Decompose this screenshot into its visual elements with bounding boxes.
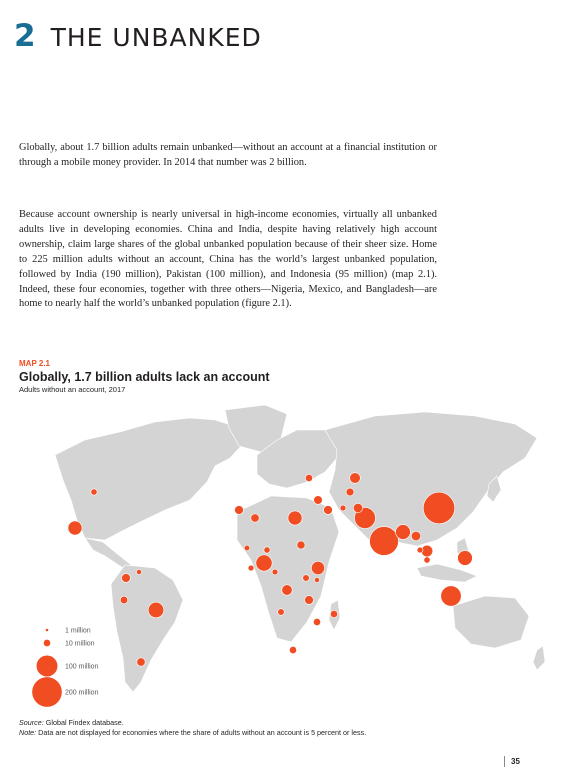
bubble-pakistan <box>354 507 376 529</box>
body-paragraph-1: Globally, about 1.7 billion adults remai… <box>19 142 437 168</box>
legend-label-100: 100 million <box>65 664 99 671</box>
bubble-congo-dem-rep- <box>281 584 293 596</box>
bubble-nigeria <box>255 554 273 572</box>
bubble-angola <box>277 608 285 616</box>
landmass-north-america <box>54 417 246 541</box>
landmass-south-america <box>110 564 184 693</box>
world-bubble-map: 1 million 10 million 100 million 200 millio… <box>32 404 546 707</box>
bubble-mali <box>243 544 251 552</box>
bubble-myanmar <box>410 531 421 542</box>
bubble-venezuela <box>136 569 142 575</box>
map-subtitle: Adults without an account, 2017 <box>19 385 126 394</box>
map-legend: 1 million 10 million 100 million 200 millio… <box>32 628 99 707</box>
bubble-thailand <box>416 546 424 554</box>
bubble-united-states <box>90 488 98 496</box>
chapter-title: THE UNBANKED <box>50 23 262 52</box>
source-note: Source: Global Findex database. Note: Da… <box>19 718 366 738</box>
bubble-iran <box>339 504 347 512</box>
bubble-ghana <box>247 564 255 572</box>
bubble-madagascar <box>330 610 338 618</box>
bubble-cameroon <box>271 568 279 576</box>
landmass-europe <box>256 429 342 489</box>
bubble-turkey <box>313 495 323 505</box>
bubble-iraq <box>323 505 333 515</box>
page-number: 35 <box>511 757 520 766</box>
bubble-brazil <box>147 601 165 619</box>
bubble-kenya <box>314 577 320 583</box>
bubble-russia <box>349 472 361 484</box>
body-paragraph-2: Because account ownership is nearly univ… <box>19 209 437 310</box>
bubble-tanzania <box>304 595 314 605</box>
bubble-colombia <box>121 573 131 583</box>
chapter-header: 2 THE UNBANKED <box>14 18 262 54</box>
bubble-sudan <box>296 540 306 550</box>
bubble-peru <box>119 595 129 605</box>
bubble-bangladesh <box>395 524 411 540</box>
bubble-niger <box>263 546 271 554</box>
bubble-mexico <box>67 520 83 536</box>
bubble-uzbekistan <box>345 487 355 497</box>
legend-bubble-10 <box>43 639 51 647</box>
bubble-south-africa <box>289 646 297 654</box>
bubble-mozambique <box>313 618 321 626</box>
bubble-afghanistan <box>352 503 363 514</box>
bubble-indonesia <box>440 585 462 607</box>
bubble-layer <box>67 472 473 667</box>
legend-label-10: 10 million <box>65 641 95 648</box>
map-label: MAP 2.1 <box>19 359 50 368</box>
legend-bubble-200 <box>32 677 62 707</box>
land-masses <box>54 404 546 693</box>
landmass-new-zealand <box>532 645 546 671</box>
bubble-algeria <box>250 513 260 523</box>
bubble-ethiopia <box>311 561 325 575</box>
source-line: Source: Global Findex database. <box>19 718 124 727</box>
bubble-argentina <box>136 657 146 667</box>
bubble-philippines <box>457 550 473 566</box>
legend-label-1: 1 million <box>65 628 91 635</box>
bubble-egypt <box>287 510 303 526</box>
landmass-asia <box>324 411 538 557</box>
map-title: Globally, 1.7 billion adults lack an acc… <box>19 370 270 384</box>
legend-label-200: 200 million <box>65 690 99 697</box>
note-line: Note: Data are not displayed for economi… <box>19 728 367 737</box>
bubble-uganda <box>302 574 310 582</box>
bubble-china <box>422 491 456 525</box>
bubble-india <box>369 526 399 556</box>
bubble-ukraine <box>305 474 313 482</box>
bubble-cambodia <box>423 556 431 564</box>
landmass-japan <box>486 475 502 503</box>
bubble-morocco <box>234 505 244 515</box>
legend-bubble-100 <box>36 655 58 677</box>
page-number-divider <box>504 756 505 767</box>
landmass-indonesia <box>416 563 478 583</box>
chapter-number: 2 <box>14 18 36 54</box>
landmass-australia <box>452 595 530 649</box>
legend-bubble-1 <box>45 628 49 632</box>
